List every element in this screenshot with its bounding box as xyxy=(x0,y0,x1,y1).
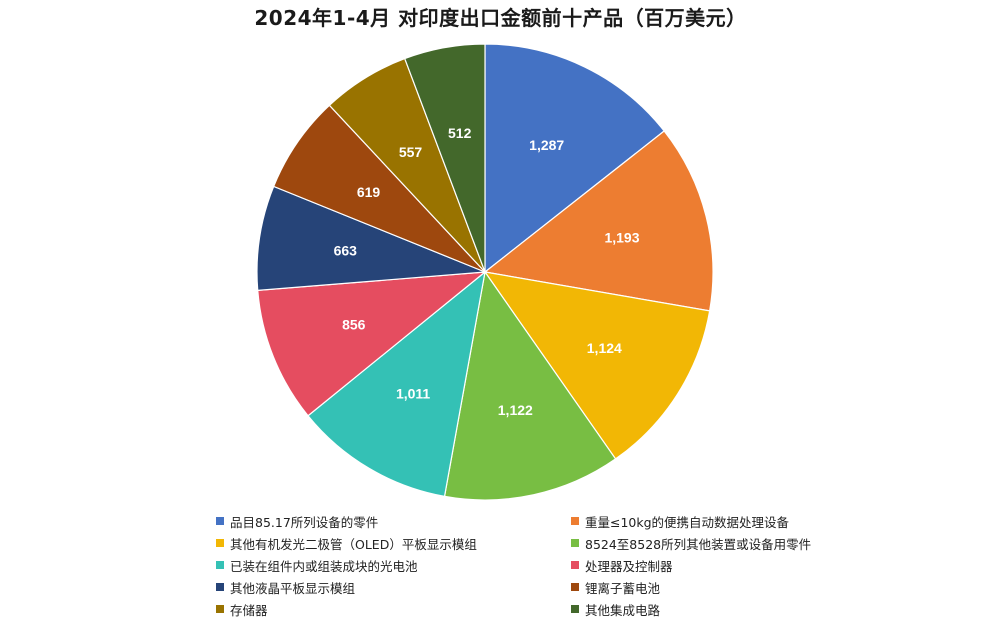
slice-data-label: 557 xyxy=(399,144,423,160)
pie-slice xyxy=(484,43,666,274)
chart-title: 2024年1-4月 对印度出口金额前十产品（百万美元） xyxy=(254,6,747,30)
legend-item: 锂离子蓄电池 xyxy=(571,576,926,598)
legend-label: 已装在组件内或组装成块的光电池 xyxy=(230,558,418,574)
slice-data-label: 1,011 xyxy=(396,386,430,402)
legend-item: 其他液晶平板显示模组 xyxy=(216,576,571,598)
legend-swatch xyxy=(216,517,224,525)
slice-data-label: 1,122 xyxy=(498,402,533,418)
pie-slice xyxy=(307,270,486,498)
legend-item: 存储器 xyxy=(216,598,571,620)
slice-data-label: 663 xyxy=(334,243,358,259)
pie-slice xyxy=(257,271,487,417)
legend-item: 品目85.17所列设备的零件 xyxy=(216,510,571,532)
legend-swatch xyxy=(216,561,224,569)
pie-slice xyxy=(443,270,617,501)
slice-data-label: 1,287 xyxy=(529,137,564,153)
legend-swatch xyxy=(216,539,224,547)
legend-swatch xyxy=(571,583,579,591)
legend-swatch xyxy=(571,605,579,613)
slice-data-label: 512 xyxy=(448,125,472,141)
legend-swatch xyxy=(571,517,579,525)
legend-swatch xyxy=(216,583,224,591)
legend: 品目85.17所列设备的零件 重量≤10kg的便携自动数据处理设备 其他有机发光… xyxy=(216,510,936,620)
legend-label: 锂离子蓄电池 xyxy=(585,580,661,596)
legend-swatch xyxy=(216,605,224,613)
pie-slice xyxy=(403,43,486,273)
legend-item: 已装在组件内或组装成块的光电池 xyxy=(216,554,571,576)
legend-item: 重量≤10kg的便携自动数据处理设备 xyxy=(571,510,926,532)
slice-data-label: 1,124 xyxy=(587,340,622,356)
legend-item: 其他集成电路 xyxy=(571,598,926,620)
legend-swatch xyxy=(571,539,579,547)
legend-label: 其他液晶平板显示模组 xyxy=(230,580,356,596)
legend-label: 存储器 xyxy=(230,602,268,618)
legend-label: 8524至8528所列其他装置或设备用零件 xyxy=(585,536,812,552)
pie-slice xyxy=(483,130,714,312)
pie-slices xyxy=(256,43,714,501)
slice-data-label: 856 xyxy=(342,317,366,333)
pie-slice xyxy=(483,271,711,460)
legend-label: 处理器及控制器 xyxy=(585,558,673,574)
legend-swatch xyxy=(571,561,579,569)
pie-slice xyxy=(256,185,486,292)
pie-data-labels: 1,287 1,193 1,124 1,122 1,011 856 663 619 557 512 xyxy=(334,125,640,418)
legend-item: 处理器及控制器 xyxy=(571,554,926,576)
legend-label: 其他有机发光二极管（OLED）平板显示模组 xyxy=(230,536,477,552)
slice-data-label: 1,193 xyxy=(604,229,639,245)
legend-label: 重量≤10kg的便携自动数据处理设备 xyxy=(585,514,790,530)
legend-item: 8524至8528所列其他装置或设备用零件 xyxy=(571,532,926,554)
slice-data-label: 619 xyxy=(357,184,381,200)
legend-label: 品目85.17所列设备的零件 xyxy=(230,514,379,530)
legend-label: 其他集成电路 xyxy=(585,602,661,618)
legend-item: 其他有机发光二极管（OLED）平板显示模组 xyxy=(216,532,571,554)
